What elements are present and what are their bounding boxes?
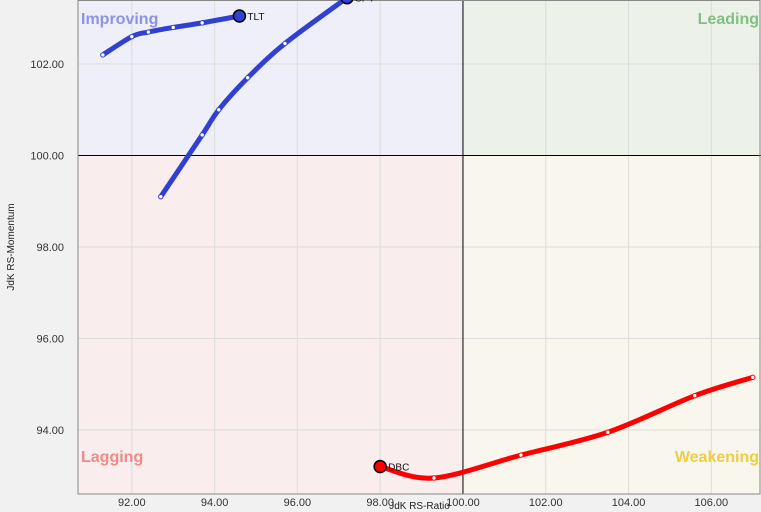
series-tlt: TLT xyxy=(100,9,264,58)
x-axis-label: JdK RS-Ratio xyxy=(389,501,450,512)
quadrant-label-weakening: Weakening xyxy=(675,449,759,466)
quadrant-label-improving: Improving xyxy=(81,11,158,28)
series-head-point-spy xyxy=(340,0,354,5)
x-tick-label: 96.00 xyxy=(284,497,312,509)
series-point-tlt xyxy=(100,52,106,58)
y-tick-label: 100.00 xyxy=(30,151,64,163)
quadrant-backgrounds xyxy=(78,0,761,494)
quadrant-improving xyxy=(78,0,463,156)
x-tick-label: 104.00 xyxy=(612,497,646,509)
series-head-point-dbc xyxy=(373,459,387,474)
x-tick-label: 98.00 xyxy=(366,497,394,509)
series-group: TLT SPY DBC xyxy=(100,0,756,481)
quadrant-label-leading: Leading xyxy=(698,11,759,28)
x-tick-label: 106.00 xyxy=(694,497,728,509)
series-point-spy xyxy=(158,193,164,200)
series-label-tlt: TLT xyxy=(247,12,264,23)
y-tick-label: 96.00 xyxy=(36,333,64,345)
series-point-dbc xyxy=(518,452,524,458)
series-point-spy xyxy=(282,40,288,47)
series-dbc: DBC xyxy=(373,374,756,481)
series-point-spy xyxy=(216,107,222,113)
x-tick-label: 100.00 xyxy=(446,497,480,509)
series-point-tlt xyxy=(145,29,152,35)
series-spy: SPY xyxy=(158,0,375,200)
quadrant-labels: Improving Leading Lagging Weakening xyxy=(81,11,759,466)
y-tick-labels: 94.00 96.00 98.00 100.00 102.00 xyxy=(30,59,64,437)
center-lines xyxy=(78,0,761,494)
quadrant-lagging xyxy=(78,155,463,494)
series-label-spy: SPY xyxy=(355,0,375,5)
y-tick-label: 102.00 xyxy=(30,59,64,71)
series-point-dbc xyxy=(431,475,437,481)
plot-frame xyxy=(77,0,761,495)
series-point-tlt xyxy=(129,33,135,40)
series-point-tlt xyxy=(170,24,176,31)
series-label-dbc: DBC xyxy=(388,463,409,474)
series-point-spy xyxy=(199,132,205,138)
series-point-dbc xyxy=(692,392,698,399)
y-axis-label: JdK RS-Momentum xyxy=(6,203,17,290)
x-tick-labels: 92.00 94.00 96.00 98.00 100.00 102.00 104.00 10… xyxy=(118,497,728,509)
x-tick-label: 94.00 xyxy=(201,497,229,509)
series-head-point-tlt xyxy=(232,9,247,23)
series-point-tlt xyxy=(199,20,205,26)
series-point-dbc xyxy=(605,429,611,435)
x-tick-label: 102.00 xyxy=(529,497,563,509)
x-tick-label: 92.00 xyxy=(118,497,146,509)
series-point-dbc xyxy=(750,374,756,381)
series-point-spy xyxy=(245,75,251,81)
quadrant-weakening xyxy=(462,155,761,494)
series-line-spy xyxy=(158,0,349,200)
y-tick-label: 94.00 xyxy=(36,425,64,437)
y-tick-label: 98.00 xyxy=(36,242,64,254)
quadrant-label-lagging: Lagging xyxy=(81,449,143,466)
